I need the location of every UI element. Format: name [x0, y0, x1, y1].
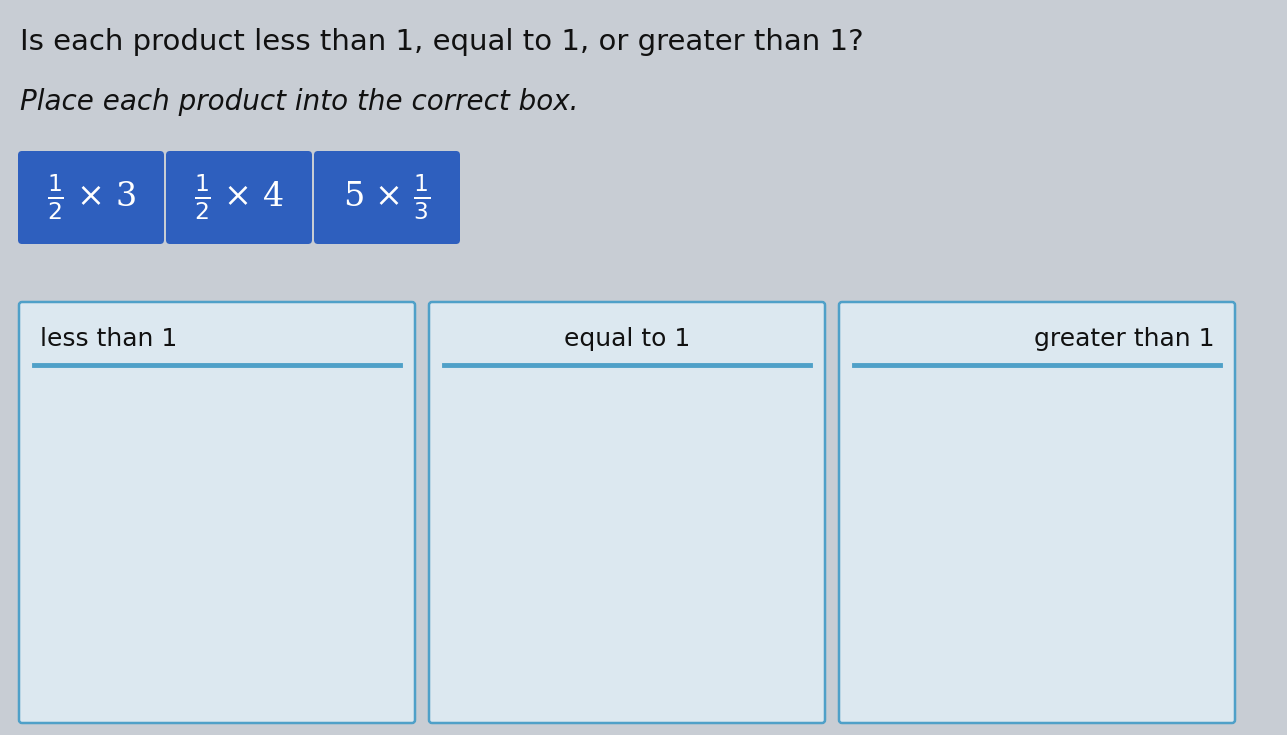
Text: less than 1: less than 1 [40, 327, 178, 351]
FancyBboxPatch shape [429, 302, 825, 723]
FancyBboxPatch shape [839, 302, 1236, 723]
Text: Is each product less than 1, equal to 1, or greater than 1?: Is each product less than 1, equal to 1,… [21, 28, 864, 56]
Text: $\frac{1}{2}$ × 3: $\frac{1}{2}$ × 3 [46, 173, 135, 222]
Text: greater than 1: greater than 1 [1033, 327, 1214, 351]
FancyBboxPatch shape [18, 151, 163, 244]
FancyBboxPatch shape [166, 151, 311, 244]
Text: Place each product into the correct box.: Place each product into the correct box. [21, 88, 578, 116]
Text: 5 × $\frac{1}{3}$: 5 × $\frac{1}{3}$ [344, 173, 431, 222]
FancyBboxPatch shape [19, 302, 414, 723]
Text: $\frac{1}{2}$ × 4: $\frac{1}{2}$ × 4 [194, 173, 284, 222]
FancyBboxPatch shape [314, 151, 459, 244]
Text: equal to 1: equal to 1 [564, 327, 690, 351]
